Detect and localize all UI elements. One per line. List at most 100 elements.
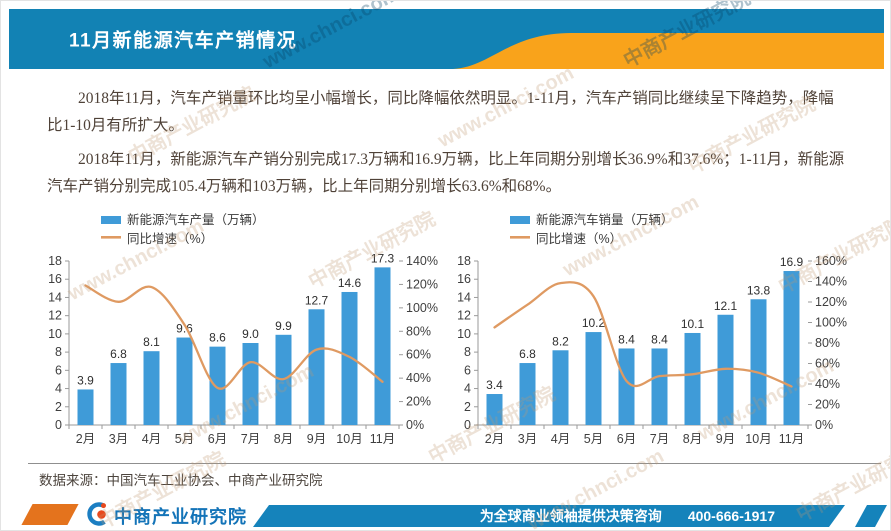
right-axis-tick: 140% [406, 254, 438, 268]
source-divider-line [28, 463, 881, 464]
right-axis-tick: 20% [406, 395, 431, 409]
x-axis-label: 10月 [336, 432, 362, 446]
right-axis-tick: 40% [406, 371, 431, 385]
left-axis-tick: 16 [48, 272, 62, 286]
axes: 0 2 4 6 8 10 12 14 16 18 0% 20% 40% 60% 80% 100% 120% 140… [48, 254, 438, 446]
left-axis-tick: 10 [48, 327, 62, 341]
right-axis-tick: 120% [406, 277, 438, 291]
right-axis-tick: 60% [815, 357, 840, 371]
right-axis-tick: 100% [815, 316, 847, 330]
bar [552, 350, 569, 425]
legend-bar-label: 新能源汽车产量（万辆） [127, 212, 265, 227]
right-axis-tick: 80% [406, 324, 431, 338]
bar [651, 348, 668, 425]
left-axis-tick: 16 [457, 272, 471, 286]
left-axis-tick: 14 [457, 290, 471, 304]
bar-value-label: 8.2 [552, 334, 569, 348]
bar-value-label: 8.6 [209, 331, 226, 345]
bar [176, 337, 193, 425]
banner-wave-shape [453, 33, 884, 69]
brand-logo-icon [87, 502, 106, 526]
bar-value-label: 10.2 [582, 316, 606, 330]
x-axis-label: 5月 [584, 432, 603, 446]
bar-value-label: 8.4 [651, 332, 668, 346]
right-axis-tick: 0% [406, 418, 424, 432]
legend-bar-label: 新能源汽车销量（万辆） [536, 212, 674, 227]
bar-value-label: 12.7 [305, 293, 329, 307]
bar [77, 389, 94, 425]
bar [783, 271, 800, 425]
paragraph-nev-overview: 2018年11月，新能源汽车产销分别完成17.3万辆和16.9万辆，比上年同期分… [47, 151, 845, 195]
bar-value-label: 3.9 [77, 373, 94, 387]
bar [684, 332, 701, 425]
x-axis-label: 4月 [142, 432, 161, 446]
bar-value-label: 9.0 [242, 327, 259, 341]
bar-value-label: 12.1 [714, 299, 738, 313]
production-chart-svg: 新能源汽车产量（万辆） 同比增速（%） 0 2 4 6 8 10 12 14 16 18 0% 20% 40… [48, 212, 438, 446]
bar-value-label: 13.8 [747, 283, 771, 297]
legend-line-label: 同比增速（%） [127, 231, 213, 246]
bars: 3.96.88.19.68.6 9.09.912.714.617.3 [77, 251, 395, 425]
x-axis-label: 3月 [518, 432, 537, 446]
axes: 0 2 4 6 8 10 12 14 16 18 0% 20% 40% 60% 80% 100% 120% 140… [457, 254, 847, 446]
left-axis-tick: 2 [55, 400, 62, 414]
bar-value-label: 17.3 [371, 251, 395, 265]
left-axis-tick: 4 [55, 382, 62, 396]
bar [308, 309, 325, 425]
bar-value-label: 6.8 [110, 347, 127, 361]
bar [374, 267, 391, 425]
x-axis-label: 5月 [175, 432, 194, 446]
legend-line-swatch [101, 236, 121, 239]
footer-blue-end-piece [855, 505, 887, 527]
x-axis-label: 7月 [241, 432, 260, 446]
header-banner: 11月新能源汽车产销情况 [9, 9, 884, 69]
left-axis-tick: 10 [457, 327, 471, 341]
right-axis-tick: 60% [406, 348, 431, 362]
x-axis-label: 7月 [650, 432, 669, 446]
x-axis-label: 9月 [716, 432, 735, 446]
left-axis-tick: 4 [464, 382, 471, 396]
bar [618, 348, 635, 425]
footer-blue-banner: 为全球商业领袖提供决策咨询 400-666-1917 [253, 505, 845, 527]
bar-value-label: 8.1 [143, 335, 160, 349]
bar [242, 343, 259, 425]
bar [585, 332, 602, 425]
bar-value-label: 9.9 [275, 319, 292, 333]
left-axis-tick: 0 [464, 418, 471, 432]
bar-value-label: 6.8 [519, 347, 536, 361]
right-axis-tick: 40% [815, 377, 840, 391]
x-axis-label: 10月 [745, 432, 771, 446]
bar-value-label: 16.9 [780, 255, 804, 269]
sales-chart-svg: 新能源汽车销量（万辆） 同比增速（%） 0 2 4 6 8 10 12 14 16 18 0% 20% 40… [457, 212, 847, 446]
left-axis-tick: 6 [55, 363, 62, 377]
right-axis-tick: 120% [815, 295, 847, 309]
right-axis-tick: 20% [815, 398, 840, 412]
left-axis-tick: 2 [464, 400, 471, 414]
summary-text: 2018年11月，汽车产销量环比均呈小幅增长，同比降幅依然明显。1-11月，汽车… [47, 85, 849, 207]
legend-bar-swatch [510, 216, 530, 224]
left-axis-tick: 0 [55, 418, 62, 432]
left-axis-tick: 14 [48, 290, 62, 304]
bar [519, 363, 536, 425]
growth-line [84, 284, 384, 390]
footer-tagline: 为全球商业领袖提供决策咨询 [479, 508, 662, 524]
x-axis-label: 2月 [485, 432, 504, 446]
page-title: 11月新能源汽车产销情况 [69, 30, 298, 52]
paragraph-auto-overview: 2018年11月，汽车产销量环比均呈小幅增长，同比降幅依然明显。1-11月，汽车… [47, 90, 834, 134]
brand-name: 中商产业研究院 [114, 507, 247, 527]
right-axis-tick: 100% [406, 301, 438, 315]
bars: 3.4 6.8 8.2 10.2 8.4 8.4 10.1 12.1 13.8 16.9 [486, 255, 804, 425]
x-axis-label: 6月 [208, 432, 227, 446]
right-axis-tick: 80% [815, 336, 840, 350]
x-axis-label: 4月 [551, 432, 570, 446]
legend: 新能源汽车销量（万辆） 同比增速（%） [510, 212, 674, 246]
legend-line-label: 同比增速（%） [536, 231, 622, 246]
right-axis-tick: 0% [815, 418, 833, 432]
x-axis-label: 11月 [779, 432, 804, 446]
legend-bar-swatch [101, 216, 121, 224]
legend-line-swatch [510, 236, 530, 239]
left-axis-tick: 8 [464, 345, 471, 359]
footer-phone: 400-666-1917 [687, 508, 775, 524]
x-axis-label: 6月 [617, 432, 636, 446]
